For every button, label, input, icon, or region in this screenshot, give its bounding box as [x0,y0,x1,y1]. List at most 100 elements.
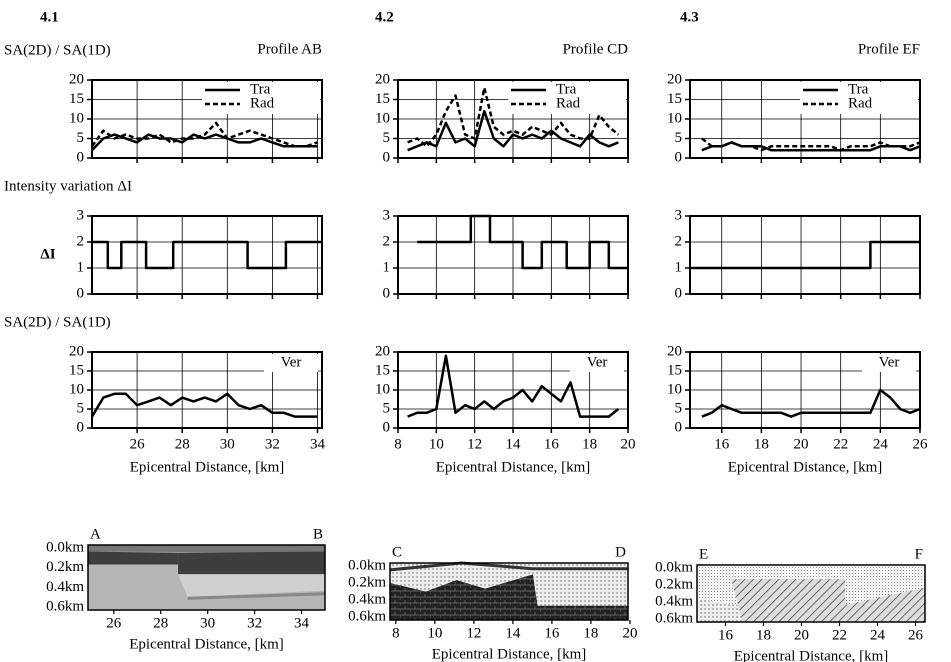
x-axis-label: Epicentral Distance, [km] [130,459,285,475]
y-tick-label: 20 [69,343,84,359]
x-tick-label: 12 [467,436,482,452]
y-tick-label: 20 [69,71,84,87]
depth-label: 0.6km [348,608,386,624]
legend-box [508,82,626,114]
depth-label: 0.4km [655,593,693,609]
x-tick-label: 20 [621,436,636,452]
series-line [690,240,920,270]
x-axis-label: Epicentral Distance, [km] [728,459,883,475]
panel-title: Profile EF [858,41,920,57]
x-tick-label: 16 [714,436,730,452]
section-end-label: A [90,526,101,542]
y-tick-label: 15 [69,362,84,378]
y-tick-label: 1 [675,259,683,275]
legend-box [202,82,320,114]
section-frame [696,564,926,623]
y-tick-label: 0 [77,149,85,165]
y-tick-label: 15 [375,362,390,378]
panel-label: 4.2 [375,9,394,25]
y-tick-label: 0 [383,419,391,435]
y-tick-label: 5 [77,130,85,146]
plot-frame [397,351,629,429]
x-tick-label: 14 [505,625,521,641]
x-tick-label: 28 [175,436,190,452]
x-tick-label: 34 [294,615,310,631]
x-tick-label: 20 [794,627,809,643]
layer [389,561,628,572]
y-tick-label: 15 [375,91,390,107]
section-end-label: C [392,544,402,560]
y-tick-label: 15 [667,91,682,107]
panel-title: Profile AB [257,41,322,57]
plot-frame [91,351,323,429]
y-tick-label: 2 [77,233,85,249]
series-line [407,109,619,152]
annotation-box [570,354,624,372]
x-tick-label: 20 [794,436,809,452]
depth-label: 0.2km [46,559,84,575]
y-tick-label: 10 [69,381,84,397]
annotation: Ver [587,354,608,370]
x-tick-label: 28 [153,615,168,631]
x-tick-label: 24 [870,627,886,643]
annotation-box [264,354,318,372]
x-tick-label: 8 [392,625,400,641]
x-tick-label: 8 [394,436,402,452]
y-tick-label: 0 [675,149,683,165]
layer [178,551,325,575]
legend-label: Tra [556,81,577,97]
row-title: SA(2D) / SA(1D) [4,314,111,330]
y-tick-label: 10 [375,110,390,126]
series-line [417,214,628,270]
x-tick-label: 22 [832,627,847,643]
x-tick-label: 18 [754,436,769,452]
annotation: Ver [281,354,302,370]
y-tick-label: 1 [383,259,391,275]
depth-label: 0.4km [46,579,84,595]
y-tick-label: 1 [77,259,85,275]
y-tick-label: 20 [667,71,682,87]
y-tick-label: 0 [675,285,683,301]
series-line [701,137,921,152]
legend-label: Rad [250,95,275,111]
layer [88,545,325,553]
section-end-label: B [313,526,323,542]
panel-title: Profile CD [563,41,629,57]
annotation: Ver [879,354,900,370]
y-tick-label: 5 [675,400,683,416]
panel-label: 4.3 [680,9,699,25]
y-tick-label: 3 [675,207,683,223]
plot-frame [689,215,921,295]
y-tick-label: 10 [667,110,682,126]
x-tick-label: 16 [718,627,734,643]
y-tick-label: 10 [375,381,390,397]
y-tick-label: 0 [77,419,85,435]
row-title: SA(2D) / SA(1D) [4,42,111,58]
layer [697,599,743,622]
plot-frame [397,215,629,295]
plot-frame [91,79,323,159]
section-frame [87,544,326,611]
y-tick-label: 3 [383,207,391,223]
layer [187,592,326,600]
y-tick-label: 10 [667,381,682,397]
y-tick-label: 2 [675,233,683,249]
x-tick-label: 16 [544,436,560,452]
y-axis-label: ΔI [40,246,55,262]
y-tick-label: 0 [675,419,683,435]
x-axis-label: Epicentral Distance, [km] [129,636,284,652]
y-tick-label: 0 [77,285,85,301]
x-tick-label: 18 [756,627,771,643]
x-tick-label: 10 [427,625,442,641]
x-tick-label: 30 [200,615,215,631]
plot-frame [689,79,921,159]
x-tick-label: 22 [833,436,848,452]
x-tick-label: 34 [310,436,326,452]
x-axis-label: Epicentral Distance, [km] [734,648,889,662]
row-title: Intensity variation ΔI [4,178,132,194]
x-tick-label: 32 [247,615,262,631]
legend-label: Tra [250,81,271,97]
y-tick-label: 5 [77,400,85,416]
plot-frame [397,79,629,159]
series-line [90,121,318,148]
